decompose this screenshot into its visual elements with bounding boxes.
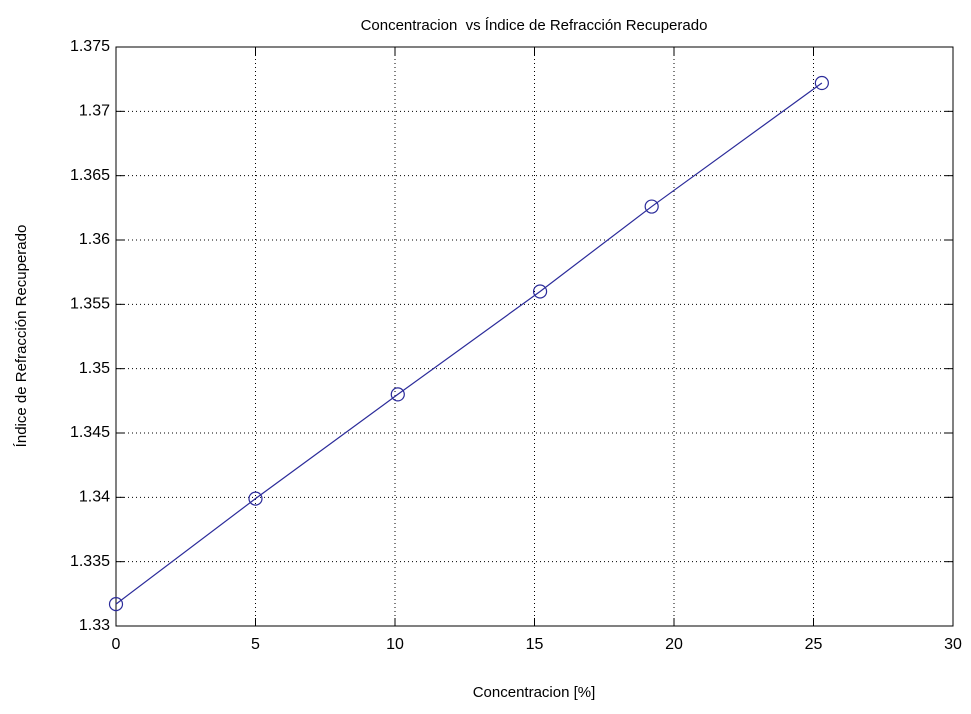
chart-title: Concentracion vs Índice de Refracción Re… (361, 17, 708, 34)
data-line (115, 82, 823, 605)
y-tick-label: 1.355 (70, 296, 110, 313)
x-tick-label: 30 (944, 636, 962, 653)
x-tick-label: 25 (805, 636, 823, 653)
y-tick-label: 1.36 (79, 231, 110, 248)
y-tick-label: 1.375 (70, 38, 110, 55)
data-point (644, 199, 659, 214)
y-tick-label: 1.345 (70, 424, 110, 441)
x-axis-label: Concentracion [%] (473, 684, 596, 701)
y-tick-label: 1.33 (79, 617, 110, 634)
plot-frame (115, 46, 954, 627)
y-tick-label: 1.35 (79, 360, 110, 377)
x-tick-label: 10 (386, 636, 404, 653)
data-point (390, 387, 405, 402)
y-tick-label: 1.335 (70, 553, 110, 570)
y-tick-label: 1.37 (79, 103, 110, 120)
data-point (248, 491, 263, 506)
x-tick-label: 0 (112, 636, 121, 653)
data-point (108, 597, 124, 612)
x-tick-label: 5 (251, 636, 260, 653)
x-tick-label: 20 (665, 636, 683, 653)
data-point (532, 284, 548, 299)
y-tick-label: 1.34 (79, 489, 110, 506)
data-point (814, 75, 829, 91)
y-axis-label: Índice de Refracción Recuperado (13, 225, 30, 448)
y-tick-label: 1.365 (70, 167, 110, 184)
x-tick-label: 15 (526, 636, 544, 653)
